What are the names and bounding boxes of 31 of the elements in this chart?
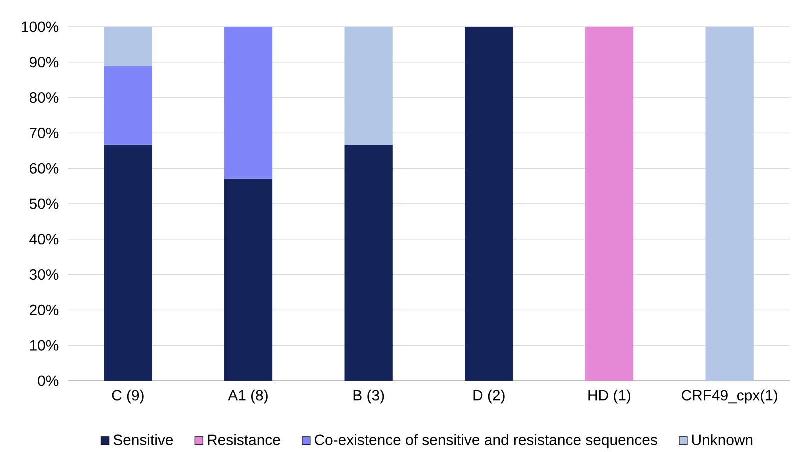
y-tick-label: 0% [38,376,59,386]
bar [104,144,152,381]
x-tick-label: C (9) [112,390,144,404]
x-tick-label: A1 (8) [228,390,268,404]
bar [585,26,634,381]
x-tick-label: HD (1) [588,390,631,404]
y-tick-label: 80% [30,92,59,104]
bar [224,26,273,179]
legend-label: Unknown [692,434,753,446]
y-tick-label: 40% [30,234,59,245]
bar [706,26,754,381]
bar [344,144,393,381]
y-tick-label: 50% [30,198,59,210]
bar [465,26,514,381]
bar [224,178,273,381]
y-tick-label: 20% [30,304,59,316]
x-tick-label: D (2) [474,390,505,404]
legend-label: Resistance [208,434,280,446]
y-tick-label: 10% [30,340,59,351]
legend-label: Sensitive [114,434,174,446]
y-tick-label: 70% [30,128,59,138]
bar [104,66,152,145]
bar [344,26,393,145]
x-tick-label: CRF49_cpx(1) [682,390,778,404]
legend-label: Co-existence of sensitive and resistance sequences [315,434,658,448]
y-tick-label: 60% [30,163,59,174]
bar [104,26,152,66]
y-tick-label: 90% [30,57,59,68]
x-tick-label: B (3) [354,390,384,404]
y-tick-label: 100% [22,22,59,32]
y-tick-label: 30% [30,270,59,280]
